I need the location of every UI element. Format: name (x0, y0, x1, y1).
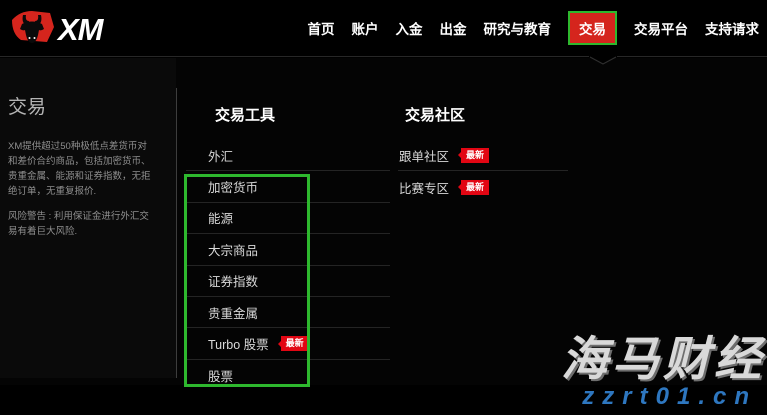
menu-item-label: 贵重金属 (208, 306, 259, 321)
menu-item-label: 比赛专区 (399, 181, 450, 196)
bull-icon: XM (12, 11, 106, 47)
nav-item[interactable]: 首页 (307, 22, 335, 37)
top-nav-bar: XM 首页 账户 入金 出金 研究与教育 交易 交易平台 支持请求 (0, 0, 767, 57)
menu-item[interactable]: 加密货币 (186, 171, 390, 203)
nav-item-active[interactable]: 交易 (568, 11, 617, 45)
menu-item[interactable]: 比赛专区 最新 (398, 171, 568, 202)
menu-description: XM提供超过50种极低点差货币对和差价合约商品，包括加密货币、贵重金属、能源和证… (8, 141, 151, 197)
trading-tools-list: 外汇加密货币能源大宗商品证券指数贵重金属 Turbo 股票 最新股票 (186, 140, 390, 391)
menu-item-label: 加密货币 (208, 181, 259, 196)
menu-item[interactable]: 能源 (186, 203, 390, 235)
menu-item[interactable]: 跟单社区 最新 (398, 140, 568, 172)
nav-item[interactable]: 入金 (395, 22, 423, 37)
new-badge: 最新 (461, 179, 490, 195)
nav-item[interactable]: 账户 (351, 22, 379, 37)
main-nav: 首页 账户 入金 出金 研究与教育 交易 交易平台 支持请求 (307, 11, 759, 45)
menu-item-label: 股票 (208, 369, 234, 384)
menu-item-label: 跟单社区 (399, 149, 450, 164)
menu-item-label: 能源 (208, 212, 234, 227)
logo-text: XM (56, 12, 105, 47)
watermark-url: zzrt01.cn (582, 383, 757, 410)
trading-community-list: 跟单社区 最新 比赛专区 最新 (398, 140, 568, 203)
nav-item[interactable]: 出金 (439, 22, 467, 37)
menu-item-label: 证券指数 (208, 275, 259, 290)
trading-mega-menu: 交易 XM提供超过50种极低点差货币对和差价合约商品，包括加密货币、贵重金属、能… (0, 58, 767, 387)
menu-item[interactable]: 证券指数 (186, 266, 390, 297)
nav-item[interactable]: 支持请求 (705, 22, 759, 37)
menu-item[interactable]: 贵重金属 (186, 297, 390, 329)
menu-item[interactable]: Turbo 股票 最新 (186, 328, 390, 360)
menu-sidebar: 交易 XM提供超过50种极低点差货币对和差价合约商品，包括加密货币、贵重金属、能… (0, 58, 176, 378)
column-header-trading-community: 交易社区 (405, 107, 466, 124)
risk-warning: 风险警告 : 利用保证金进行外汇交易有着巨大风险. (8, 211, 149, 237)
menu-item-label: 大宗商品 (208, 243, 259, 258)
nav-item[interactable]: 研究与教育 (483, 22, 552, 37)
nav-item[interactable]: 交易平台 (634, 22, 688, 37)
vertical-divider (176, 88, 177, 378)
xm-logo[interactable]: XM (8, 7, 112, 49)
menu-item-label: Turbo 股票 (208, 338, 269, 353)
column-header-trading-tools: 交易工具 (215, 107, 276, 124)
menu-item[interactable]: 大宗商品 (186, 234, 390, 266)
menu-title: 交易 (8, 97, 47, 118)
menu-item-label: 外汇 (208, 149, 234, 164)
new-badge: 最新 (280, 336, 309, 352)
menu-item[interactable]: 外汇 (186, 140, 390, 172)
new-badge: 最新 (461, 147, 490, 163)
menu-item[interactable]: 股票 (186, 360, 390, 391)
dropdown-caret-icon (589, 56, 617, 65)
